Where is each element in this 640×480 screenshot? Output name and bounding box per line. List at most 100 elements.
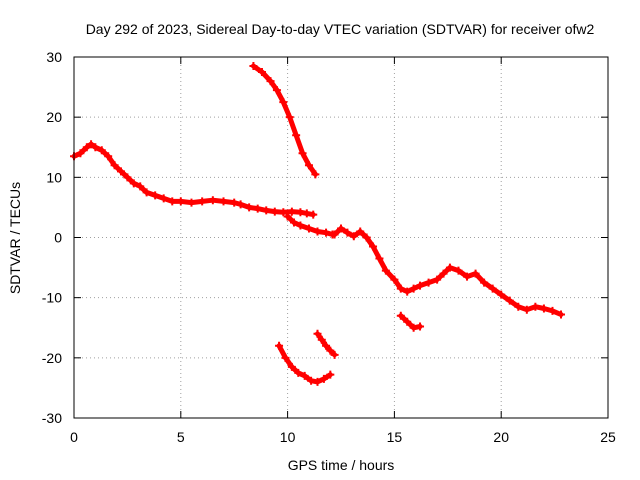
data-point bbox=[326, 346, 335, 355]
data-point bbox=[396, 284, 405, 293]
data-point bbox=[279, 98, 288, 107]
data-point bbox=[488, 284, 497, 293]
data-point bbox=[168, 197, 177, 206]
data-point bbox=[281, 353, 290, 362]
data-point bbox=[76, 149, 85, 158]
data-point bbox=[313, 227, 322, 236]
data-point bbox=[480, 278, 489, 287]
data-point bbox=[403, 317, 412, 326]
data-series bbox=[70, 62, 566, 386]
data-point bbox=[176, 197, 185, 206]
y-tick-label: -10 bbox=[42, 290, 62, 306]
data-point bbox=[249, 62, 258, 71]
data-point bbox=[322, 341, 331, 350]
data-point bbox=[142, 188, 151, 197]
data-point bbox=[317, 335, 326, 344]
data-point bbox=[454, 266, 463, 275]
data-point bbox=[309, 210, 318, 219]
data-point bbox=[416, 322, 425, 331]
data-point bbox=[129, 179, 138, 188]
series-short-arc bbox=[313, 329, 339, 359]
data-point bbox=[262, 206, 271, 215]
data-point bbox=[396, 311, 405, 320]
series-descending-trace bbox=[330, 224, 566, 319]
data-point bbox=[463, 272, 472, 281]
data-point bbox=[87, 140, 96, 149]
data-point bbox=[187, 198, 196, 207]
series-line bbox=[250, 63, 318, 177]
data-point bbox=[313, 329, 322, 338]
data-point bbox=[439, 269, 448, 278]
series-main-trace bbox=[70, 140, 318, 219]
data-point bbox=[390, 275, 399, 284]
series-upper-arc bbox=[249, 62, 320, 179]
data-point bbox=[159, 194, 168, 203]
data-point bbox=[270, 207, 279, 216]
data-point bbox=[296, 221, 305, 230]
data-point bbox=[409, 323, 418, 332]
data-point bbox=[326, 370, 335, 379]
series-small-segment bbox=[396, 311, 425, 332]
data-point bbox=[514, 302, 523, 311]
data-point bbox=[445, 263, 454, 272]
data-point bbox=[433, 275, 442, 284]
data-point bbox=[91, 143, 100, 152]
data-point bbox=[330, 350, 339, 359]
axis-ticks: 0 5 10 15 20 25 -30 -20 -10 0 10 20 30 bbox=[42, 49, 616, 445]
data-point bbox=[548, 306, 557, 315]
data-point bbox=[409, 284, 418, 293]
series-line bbox=[71, 141, 316, 218]
data-point bbox=[287, 207, 296, 216]
data-point bbox=[505, 296, 514, 305]
y-tick-label: 0 bbox=[54, 230, 62, 246]
data-point bbox=[311, 170, 320, 179]
data-point bbox=[369, 242, 378, 251]
data-point bbox=[290, 218, 299, 227]
x-tick-label: 10 bbox=[280, 429, 296, 445]
y-tick-label: 20 bbox=[46, 109, 62, 125]
series-mid-branch bbox=[283, 212, 337, 239]
y-tick-label: -30 bbox=[42, 410, 62, 426]
x-axis-label: GPS time / hours bbox=[288, 457, 395, 473]
data-point bbox=[298, 149, 307, 158]
data-point bbox=[236, 200, 245, 209]
data-point bbox=[307, 376, 316, 385]
data-point bbox=[343, 228, 352, 237]
chart-title: Day 292 of 2023, Sidereal Day-to-day VTE… bbox=[86, 21, 595, 37]
data-point bbox=[330, 230, 339, 239]
data-point bbox=[349, 232, 358, 241]
data-point bbox=[292, 131, 301, 140]
data-point bbox=[302, 209, 311, 218]
y-tick-label: 30 bbox=[46, 49, 62, 65]
data-point bbox=[208, 196, 217, 205]
data-point bbox=[287, 362, 296, 371]
data-point bbox=[337, 224, 345, 233]
data-point bbox=[304, 161, 313, 170]
data-point bbox=[304, 224, 313, 233]
data-point bbox=[110, 161, 119, 170]
data-point bbox=[403, 287, 412, 296]
data-point bbox=[245, 203, 254, 212]
data-point bbox=[104, 152, 113, 161]
data-point bbox=[116, 167, 125, 176]
data-point bbox=[285, 113, 294, 122]
data-point bbox=[416, 281, 425, 290]
data-point bbox=[300, 371, 309, 380]
x-tick-label: 25 bbox=[600, 429, 616, 445]
data-point bbox=[136, 182, 145, 191]
data-point bbox=[257, 68, 266, 77]
data-point bbox=[275, 341, 284, 350]
data-point bbox=[381, 266, 390, 275]
data-point bbox=[424, 278, 433, 287]
data-point bbox=[319, 374, 328, 383]
data-point bbox=[97, 146, 106, 155]
data-point bbox=[296, 208, 305, 217]
data-point bbox=[497, 290, 506, 299]
data-point bbox=[362, 233, 371, 242]
data-point bbox=[522, 305, 531, 314]
data-point bbox=[230, 198, 239, 207]
data-point bbox=[313, 377, 322, 386]
series-line bbox=[332, 226, 564, 317]
data-point bbox=[82, 143, 91, 152]
